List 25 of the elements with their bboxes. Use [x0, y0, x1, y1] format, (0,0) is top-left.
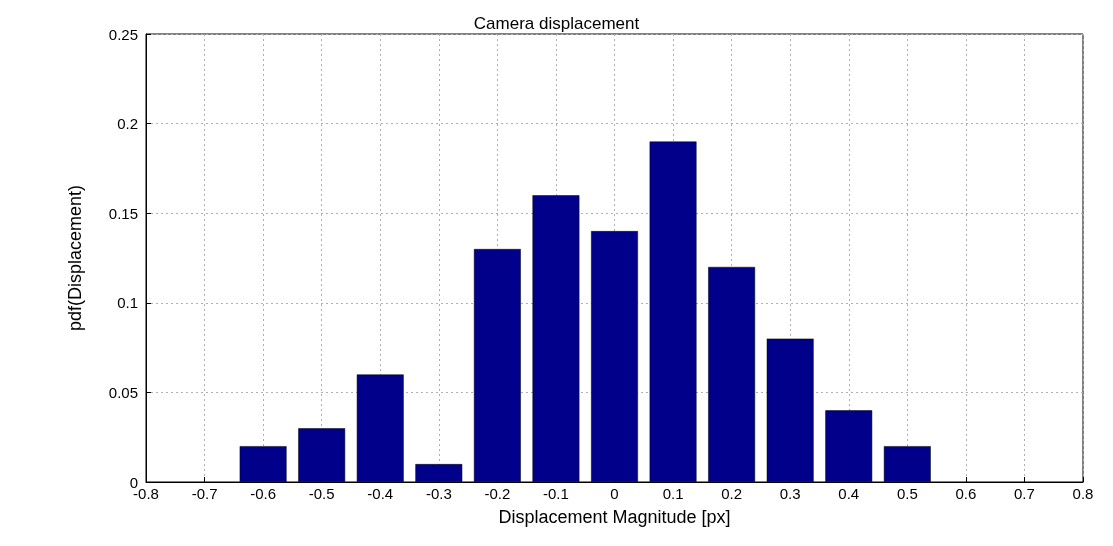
- x-tick-label: -0.5: [308, 485, 335, 502]
- x-tick-label: 0.1: [662, 485, 684, 502]
- y-tick-label: 0.05: [108, 383, 138, 401]
- x-tick-label: 0.7: [1014, 485, 1035, 502]
- x-tick-label: 0.2: [721, 485, 743, 502]
- y-tick-label: 0: [129, 473, 138, 491]
- y-axis-title: pdf(Displacement): [65, 184, 85, 332]
- x-tick-label: 0.6: [955, 485, 977, 502]
- x-tick-label: -0.6: [250, 485, 277, 502]
- y-tick-label: 0.2: [117, 115, 138, 133]
- x-tick-label: -0.1: [543, 485, 569, 502]
- x-tick-label: -0.7: [191, 485, 218, 502]
- x-tick-label: 0.3: [779, 485, 801, 502]
- x-tick-label: -0.2: [484, 485, 511, 502]
- x-tick-label: 0.4: [838, 485, 860, 502]
- x-tick-label: -0.3: [425, 485, 452, 502]
- x-tick-label: 0.8: [1072, 485, 1094, 502]
- y-tick-label: 0.15: [108, 204, 138, 222]
- chart-title: Camera displacement: [473, 14, 640, 33]
- x-tick-label: 0.5: [896, 485, 918, 502]
- y-tick-label: 0.25: [108, 25, 138, 43]
- y-tick-label: 0.1: [117, 294, 138, 312]
- x-tick-label: 0: [610, 485, 619, 502]
- x-axis-title: Displacement Magnitude [px]: [498, 507, 731, 527]
- x-tick-label: -0.4: [367, 485, 394, 502]
